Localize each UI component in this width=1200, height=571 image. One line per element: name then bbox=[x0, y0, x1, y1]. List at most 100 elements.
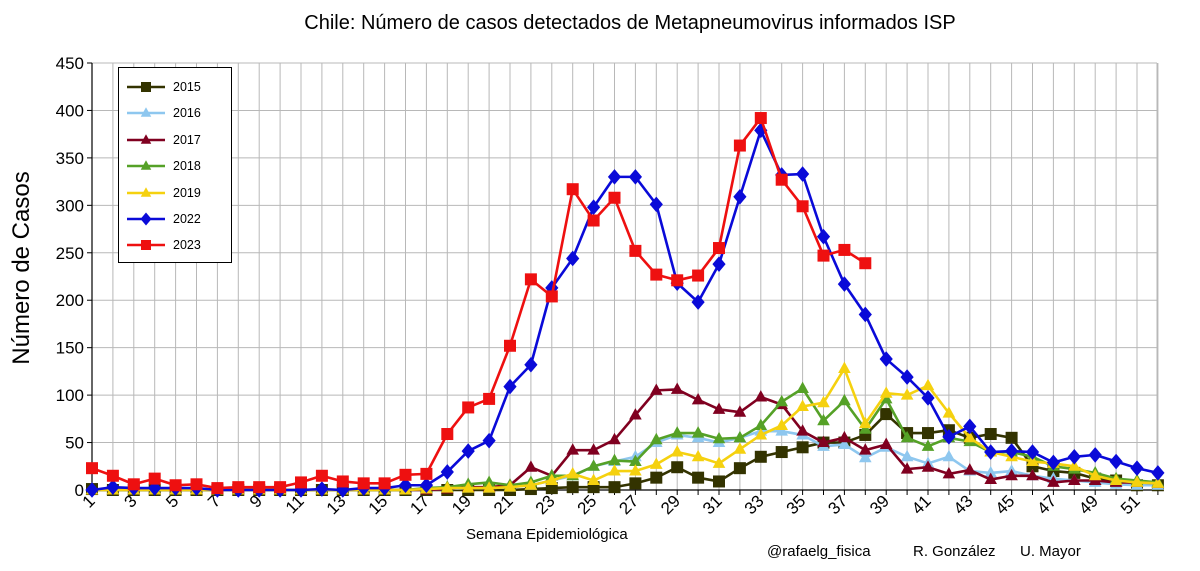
data-point-2017 bbox=[754, 390, 768, 402]
data-point-2023 bbox=[671, 274, 684, 287]
legend-item-2016: 2016 bbox=[125, 104, 229, 122]
data-point-2018 bbox=[608, 453, 621, 466]
data-point-2022 bbox=[106, 479, 120, 495]
data-point-2017 bbox=[984, 472, 997, 485]
legend-item-2017: 2017 bbox=[125, 131, 229, 149]
data-point-2023 bbox=[733, 139, 746, 152]
data-point-2019 bbox=[838, 361, 851, 374]
data-point-2022 bbox=[963, 418, 977, 435]
data-point-2019 bbox=[775, 418, 788, 430]
data-point-2023 bbox=[357, 477, 370, 490]
data-point-2023 bbox=[232, 481, 245, 494]
data-point-2023 bbox=[253, 481, 266, 494]
data-point-2023 bbox=[608, 191, 621, 204]
data-point-2023 bbox=[295, 476, 307, 489]
data-point-2017 bbox=[650, 383, 663, 395]
data-point-2023 bbox=[274, 481, 287, 494]
data-point-2019 bbox=[796, 399, 809, 411]
data-point-2018 bbox=[775, 394, 788, 407]
data-point-2022 bbox=[900, 369, 914, 385]
data-point-2017 bbox=[608, 432, 621, 445]
y-tick-label: 400 bbox=[56, 101, 84, 120]
data-point-2016 bbox=[900, 449, 914, 462]
legend-label: 2017 bbox=[173, 132, 201, 147]
data-point-2022 bbox=[879, 351, 893, 367]
credit-handle: @rafaelg_fisica bbox=[767, 543, 871, 560]
x-tick-label: 39 bbox=[866, 491, 893, 518]
data-point-2019 bbox=[942, 406, 956, 418]
data-point-2018 bbox=[796, 381, 809, 393]
data-point-2023 bbox=[838, 243, 851, 256]
data-point-2017 bbox=[942, 466, 956, 479]
legend-label: 2023 bbox=[173, 238, 201, 253]
data-point-2018 bbox=[587, 459, 600, 471]
data-point-2023 bbox=[754, 112, 767, 125]
data-point-2015 bbox=[922, 427, 934, 440]
data-point-2017 bbox=[963, 463, 977, 475]
data-point-2019 bbox=[963, 430, 977, 443]
data-point-2023 bbox=[713, 242, 725, 255]
legend-marker bbox=[140, 107, 152, 118]
data-point-2016 bbox=[942, 449, 956, 462]
data-point-2022 bbox=[1046, 454, 1060, 471]
data-point-2022 bbox=[315, 481, 329, 497]
data-point-2018 bbox=[900, 430, 914, 443]
data-point-2023 bbox=[462, 401, 475, 414]
data-point-2016 bbox=[859, 450, 872, 463]
y-tick-label: 350 bbox=[56, 149, 84, 168]
data-point-2019 bbox=[629, 464, 642, 476]
x-tick-label: 49 bbox=[1075, 491, 1102, 518]
legend-marker bbox=[140, 186, 152, 197]
data-point-2018 bbox=[733, 430, 747, 443]
data-point-2018 bbox=[712, 431, 726, 444]
data-point-2023 bbox=[169, 479, 182, 492]
data-point-2017 bbox=[524, 460, 538, 472]
data-point-2023 bbox=[629, 244, 642, 257]
data-point-2019 bbox=[859, 416, 872, 429]
data-point-2022 bbox=[984, 444, 998, 460]
data-point-2022 bbox=[712, 256, 726, 272]
data-point-2023 bbox=[775, 173, 788, 186]
x-tick-label: 47 bbox=[1033, 491, 1060, 518]
data-point-2017 bbox=[1005, 468, 1018, 481]
data-point-2019 bbox=[1130, 475, 1144, 487]
data-point-2019 bbox=[670, 445, 684, 457]
data-point-2022 bbox=[921, 390, 935, 406]
data-point-2018 bbox=[629, 454, 642, 467]
data-point-2019 bbox=[879, 386, 893, 398]
data-point-2022 bbox=[461, 443, 475, 459]
data-point-2016 bbox=[984, 466, 997, 478]
credit-author: R. González bbox=[913, 543, 996, 560]
data-point-2018 bbox=[754, 418, 768, 430]
legend-label: 2022 bbox=[173, 212, 201, 226]
legend-item-2022: 2022 bbox=[125, 210, 229, 228]
data-point-2022 bbox=[796, 166, 810, 182]
data-point-2022 bbox=[440, 464, 454, 480]
data-point-2023 bbox=[587, 214, 600, 227]
data-point-2017 bbox=[691, 392, 705, 405]
legend-marker bbox=[140, 134, 152, 144]
series-layer bbox=[85, 112, 1165, 498]
data-point-2023 bbox=[399, 468, 412, 481]
data-point-2019 bbox=[461, 481, 475, 493]
y-tick-label: 250 bbox=[56, 244, 84, 263]
legend-swatch-2023 bbox=[127, 240, 165, 251]
data-point-2015 bbox=[629, 477, 642, 490]
data-point-2019 bbox=[503, 480, 517, 492]
y-tick-label: 150 bbox=[56, 339, 84, 358]
data-point-2019 bbox=[921, 378, 935, 391]
data-point-2015 bbox=[984, 428, 997, 441]
data-point-2022 bbox=[837, 276, 851, 292]
data-point-2022 bbox=[148, 480, 162, 496]
data-point-2019 bbox=[608, 464, 621, 476]
data-point-2022 bbox=[524, 356, 538, 373]
data-point-2016 bbox=[838, 437, 851, 449]
chart-title: Chile: Número de casos detectados de Met… bbox=[304, 12, 956, 34]
data-point-2015 bbox=[796, 441, 809, 454]
data-point-2022 bbox=[607, 169, 622, 185]
x-tick-label: 41 bbox=[908, 491, 935, 518]
data-point-2019 bbox=[754, 428, 768, 440]
data-point-2023 bbox=[650, 268, 663, 281]
data-point-2022 bbox=[1088, 447, 1102, 463]
data-point-2022 bbox=[733, 188, 747, 205]
